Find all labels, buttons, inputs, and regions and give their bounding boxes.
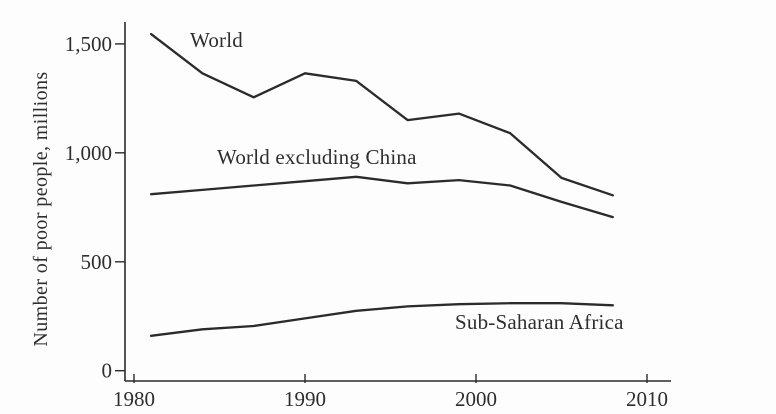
- series-line-sub-saharan-africa: [149, 302, 614, 337]
- x-tick-label: 2010: [626, 387, 668, 411]
- series-label-world-excluding-china: World excluding China: [217, 145, 417, 169]
- x-tick-label: 1990: [284, 387, 326, 411]
- y-tick-label: 0: [102, 359, 113, 383]
- series-line-world: [149, 32, 614, 197]
- axis-ticks: 0 500 1,000 1,500 1980 1990 2000 2010: [65, 32, 668, 411]
- y-tick-label: 1,500: [65, 32, 112, 56]
- series-label-world: World: [190, 28, 243, 52]
- y-axis-title: Number of poor people, millions: [30, 71, 52, 346]
- x-tick-label: 2000: [455, 387, 497, 411]
- y-tick-label: 500: [81, 250, 113, 274]
- data-series: [149, 32, 614, 337]
- y-tick-label: 1,000: [65, 141, 112, 165]
- x-tick-label: 1980: [113, 387, 155, 411]
- series-line-world-excluding-china: [149, 175, 614, 219]
- series-label-sub-saharan-africa: Sub-Saharan Africa: [455, 310, 624, 334]
